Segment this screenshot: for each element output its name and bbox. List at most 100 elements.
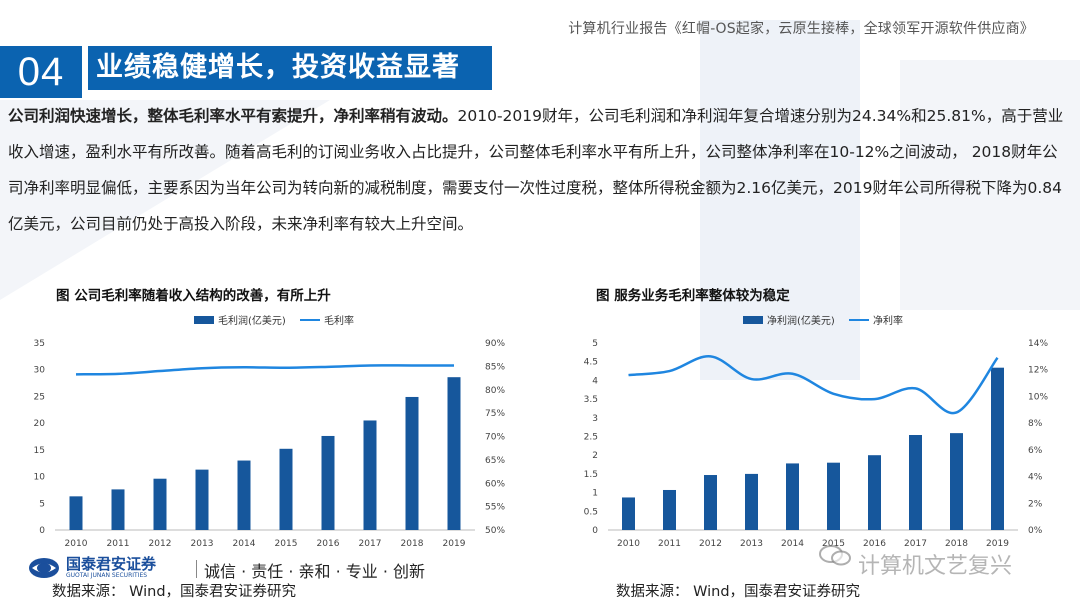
chart1-bar xyxy=(405,396,419,530)
chart1-y-right-tick: 55% xyxy=(485,503,505,513)
chart1-y-left-tick: 10 xyxy=(34,473,46,483)
logo-icon xyxy=(29,557,59,578)
chart1-bar xyxy=(447,377,461,530)
report-title: 计算机行业报告《红帽-OS起家，云原生接棒，全球领军开源软件供应商》 xyxy=(568,21,1034,37)
chart2-y-left-tick: 4 xyxy=(592,376,598,386)
chart1-y-right-tick: 60% xyxy=(485,479,505,489)
chart2-legend-bar-label: 净利润(亿美元) xyxy=(767,314,835,327)
background-shape-right2 xyxy=(900,60,1080,310)
chart1-x-tick: 2015 xyxy=(275,539,298,549)
chart2-x-tick: 2016 xyxy=(863,539,886,549)
chart2-x-tick: 2019 xyxy=(986,539,1009,549)
chart2-y-right-tick: 6% xyxy=(1028,446,1043,456)
chart2-legend-bar-swatch xyxy=(743,316,763,324)
chart1-y-left-tick: 25 xyxy=(34,392,45,402)
chart2-line-series xyxy=(628,355,999,415)
chart1-y-right-tick: 75% xyxy=(485,409,505,419)
chart1-x-tick: 2014 xyxy=(233,539,256,549)
chart2-bar xyxy=(868,455,881,530)
chart1-bar xyxy=(69,496,83,530)
chart2-y-left-tick: 2 xyxy=(592,451,598,461)
chart2-net-profit: 净利润(亿美元) 净利率 0 0.5 1 1.5 2 2.5 3 3.5 4 4.5 5 0% 2% 4% 6%… xyxy=(584,314,1049,549)
body-bold-lead: 公司利润快速增长，整体毛利率水平有索提升，净利率稍有波动。 xyxy=(8,107,458,125)
wechat-icon xyxy=(819,545,851,566)
chart2-bar xyxy=(622,497,635,530)
chart1-y-right-tick: 80% xyxy=(485,386,505,396)
chart2-bar xyxy=(786,463,799,530)
footer-slogan: 诚信 · 责任 · 亲和 · 专业 · 创新 xyxy=(204,562,426,581)
chart1-y-left-tick: 0 xyxy=(39,526,45,536)
chart2-y-left-tick: 4.5 xyxy=(584,358,598,368)
chart1-bar xyxy=(279,448,293,530)
chart2-y-right-tick: 14% xyxy=(1028,339,1048,349)
chart2-y-left-tick: 2.5 xyxy=(584,433,598,443)
chart2-bar xyxy=(663,489,676,530)
logo-name-en: GUOTAI JUNAN SECURITIES xyxy=(66,572,148,579)
chart1-source: 数据来源： Wind，国泰君安证券研究 xyxy=(52,584,297,600)
watermark: 计算机文艺复兴 xyxy=(858,554,1013,579)
chart2-y-right-tick: 8% xyxy=(1028,419,1043,429)
chart1-x-tick: 2010 xyxy=(65,539,88,549)
background-shape-right xyxy=(700,20,860,380)
chart1-line-series xyxy=(75,364,454,376)
chart1-y-right-tick: 50% xyxy=(485,526,505,536)
chart1-legend-bar-swatch xyxy=(194,316,214,324)
chart2-bar xyxy=(704,475,717,530)
chart2-bar xyxy=(991,367,1004,530)
chart2-x-tick: 2014 xyxy=(781,539,804,549)
chart2-x-tick: 2011 xyxy=(658,539,681,549)
chart1-legend-line-label: 毛利率 xyxy=(324,314,354,327)
chart2-y-left-tick: 1.5 xyxy=(584,470,598,480)
chart1-bar xyxy=(195,469,209,530)
chart2-x-tick: 2010 xyxy=(617,539,640,549)
chart2-y-left-tick: 0 xyxy=(592,526,598,536)
section-number: 04 xyxy=(0,46,82,98)
chart2-bar xyxy=(745,473,758,530)
footer-divider xyxy=(196,560,197,578)
chart1-bar xyxy=(321,435,335,530)
chart2-y-right-tick: 2% xyxy=(1028,499,1043,509)
chart2-y-left-tick: 5 xyxy=(592,339,598,349)
chart1-x-tick: 2019 xyxy=(443,539,466,549)
chart2-title: 图 服务业务毛利率整体较为稳定 xyxy=(596,288,790,304)
chart2-y-left-tick: 3.5 xyxy=(584,395,598,405)
chart1-y-right-tick: 65% xyxy=(485,456,505,466)
chart2-bar xyxy=(950,433,963,530)
chart1-x-tick: 2018 xyxy=(401,539,424,549)
chart2-x-tick: 2012 xyxy=(699,539,722,549)
chart2-y-left-tick: 1 xyxy=(592,489,598,499)
chart2-bar xyxy=(827,462,840,530)
chart2-y-left-tick: 0.5 xyxy=(584,507,598,517)
chart2-y-right-tick: 4% xyxy=(1028,473,1043,483)
chart1-y-right-tick: 90% xyxy=(485,339,505,349)
chart2-x-tick: 2017 xyxy=(904,539,927,549)
chart1-x-tick: 2011 xyxy=(107,539,130,549)
section-title: 业绩稳健增长，投资收益显著 xyxy=(96,52,460,83)
chart2-y-right-tick: 0% xyxy=(1028,526,1043,536)
chart2-x-tick: 2018 xyxy=(945,539,968,549)
company-logo: 国泰君安证券 GUOTAI JUNAN SECURITIES xyxy=(28,556,156,579)
chart1-y-right-tick: 70% xyxy=(485,433,505,443)
chart1-x-tick: 2013 xyxy=(191,539,214,549)
chart2-y-right-tick: 10% xyxy=(1028,392,1048,402)
chart1-y-left-tick: 15 xyxy=(34,446,45,456)
chart1-x-tick: 2012 xyxy=(149,539,172,549)
section-title-bar xyxy=(88,46,492,90)
chart1-y-left-tick: 30 xyxy=(34,366,46,376)
chart1-y-left-tick: 20 xyxy=(34,419,46,429)
chart1-bar xyxy=(153,478,167,530)
chart2-y-left-tick: 3 xyxy=(592,414,598,424)
chart2-x-tick: 2015 xyxy=(822,539,845,549)
chart2-bar xyxy=(909,435,922,530)
chart1-y-left-tick: 35 xyxy=(34,339,45,349)
chart1-bar xyxy=(237,460,251,530)
chart2-y-right-tick: 12% xyxy=(1028,366,1048,376)
chart1-bar xyxy=(363,420,377,530)
chart2-source: 数据来源： Wind，国泰君安证券研究 xyxy=(616,584,861,600)
chart1-y-left-tick: 5 xyxy=(39,499,45,509)
chart1-title: 图 公司毛利率随着收入结构的改善，有所上升 xyxy=(56,288,331,304)
body-text: 2010-2019财年，公司毛利润和净利润年复合增速分别为24.34%和25.8… xyxy=(8,107,1064,233)
chart1-y-right-tick: 85% xyxy=(485,362,505,372)
chart1-x-tick: 2017 xyxy=(359,539,382,549)
body-paragraph: 公司利润快速增长，整体毛利率水平有索提升，净利率稍有波动。2010-2019财年… xyxy=(8,98,1068,242)
